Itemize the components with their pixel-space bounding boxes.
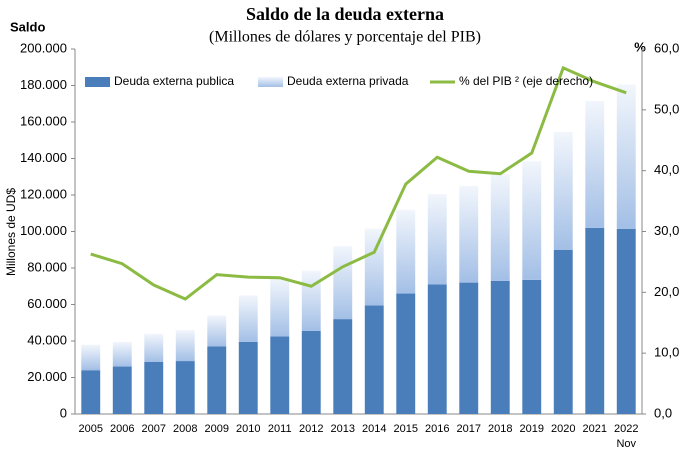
legend-swatch bbox=[258, 77, 283, 87]
bar-segment bbox=[333, 319, 353, 414]
y-tick-label: 80.000 bbox=[27, 259, 67, 274]
bar-segment bbox=[553, 249, 573, 414]
bar-segment bbox=[585, 227, 605, 414]
bar-segment bbox=[301, 330, 321, 414]
y-tick-label: 20.000 bbox=[27, 369, 67, 384]
bar-segment bbox=[490, 174, 510, 281]
x-tick-label: 2005 bbox=[79, 423, 103, 435]
y-tick-label: 180.000 bbox=[20, 77, 67, 92]
x-tick-label: 2019 bbox=[520, 423, 544, 435]
legend-label: % del PIB ² (eje derecho) bbox=[459, 74, 593, 88]
bar-segment bbox=[81, 370, 101, 414]
bar-segment bbox=[238, 341, 258, 414]
bar-segment bbox=[364, 305, 384, 414]
y-tick-label: 40.000 bbox=[27, 332, 67, 347]
bar-segment bbox=[459, 282, 479, 414]
legend-label: Deuda externa publica bbox=[114, 74, 234, 88]
y-tick-label: 140.000 bbox=[20, 150, 67, 165]
bar-segment bbox=[270, 278, 290, 337]
bar-segment bbox=[364, 228, 384, 306]
x-tick-label: 2021 bbox=[583, 423, 607, 435]
y-tick-label: 120.000 bbox=[20, 186, 67, 201]
bar-segment bbox=[616, 228, 636, 414]
y2-tick-label: 40,0 bbox=[654, 162, 679, 177]
y2-tick-label: 10,0 bbox=[654, 345, 679, 360]
legend-label: Deuda externa privada bbox=[287, 74, 409, 88]
bar-segment bbox=[144, 361, 164, 414]
bar-segment bbox=[207, 346, 227, 414]
y2-tick-label: 0,0 bbox=[654, 405, 672, 420]
y-header: Saldo bbox=[10, 19, 45, 34]
line bbox=[90, 65, 627, 301]
x-tick-label: 2018 bbox=[488, 423, 512, 435]
x-tick-label: 2022 bbox=[614, 423, 638, 435]
x-tick-label: 2012 bbox=[299, 423, 323, 435]
bar-segment bbox=[553, 132, 573, 250]
y-tick-label: 200.000 bbox=[20, 40, 67, 55]
x-tick-label: 2015 bbox=[394, 423, 418, 435]
x-tick-label: 2014 bbox=[362, 423, 386, 435]
y2-header: % bbox=[634, 39, 646, 54]
x-tick-label: 2006 bbox=[110, 423, 134, 435]
bar-segment bbox=[396, 293, 416, 414]
y-tick-label: 0 bbox=[60, 405, 67, 420]
category-note: Nov bbox=[616, 438, 636, 450]
y2-tick-label: 60,0 bbox=[654, 40, 679, 55]
x-tick-label: 2020 bbox=[551, 423, 575, 435]
legend-swatch bbox=[85, 77, 110, 87]
bar-segment bbox=[459, 185, 479, 283]
x-tick-label: 2007 bbox=[142, 423, 166, 435]
x-tick-label: 2008 bbox=[173, 423, 197, 435]
bar-segment bbox=[427, 194, 447, 285]
bar-segment bbox=[175, 361, 195, 414]
x-tick-label: 2013 bbox=[331, 423, 355, 435]
bar-segment bbox=[81, 344, 101, 371]
y2-tick-label: 20,0 bbox=[654, 284, 679, 299]
y2-tick-label: 30,0 bbox=[654, 223, 679, 238]
bar-segment bbox=[112, 366, 132, 414]
y2-tick-label: 50,0 bbox=[654, 101, 679, 116]
bar-segment bbox=[522, 279, 542, 414]
y-tick-label: 60.000 bbox=[27, 296, 67, 311]
chart-title: Saldo de la deuda externa bbox=[246, 4, 444, 24]
x-tick-label: 2011 bbox=[268, 423, 292, 435]
bar-segment bbox=[427, 284, 447, 414]
bar-segment bbox=[522, 161, 542, 280]
x-tick-label: 2017 bbox=[457, 423, 481, 435]
x-tick-label: 2016 bbox=[425, 423, 449, 435]
y-axis-label: Millones de UD$ bbox=[4, 188, 18, 276]
x-tick-label: 2009 bbox=[205, 423, 229, 435]
bar-segment bbox=[585, 101, 605, 228]
bar-segment bbox=[616, 84, 636, 229]
bar-segment bbox=[333, 246, 353, 320]
y-tick-label: 100.000 bbox=[20, 223, 67, 238]
bar-segment bbox=[238, 295, 258, 342]
bar-segment bbox=[175, 330, 195, 362]
bar-segment bbox=[207, 315, 227, 347]
y-tick-label: 160.000 bbox=[20, 113, 67, 128]
x-tick-label: 2010 bbox=[236, 423, 260, 435]
bar-segment bbox=[396, 209, 416, 294]
bar-segment bbox=[112, 341, 132, 367]
bar-segment bbox=[270, 336, 290, 414]
bar-segment bbox=[144, 333, 164, 362]
bar-segment bbox=[301, 270, 321, 331]
chart-subtitle: (Millones de dólares y porcentaje del PI… bbox=[209, 29, 481, 46]
bar-segment bbox=[490, 280, 510, 414]
